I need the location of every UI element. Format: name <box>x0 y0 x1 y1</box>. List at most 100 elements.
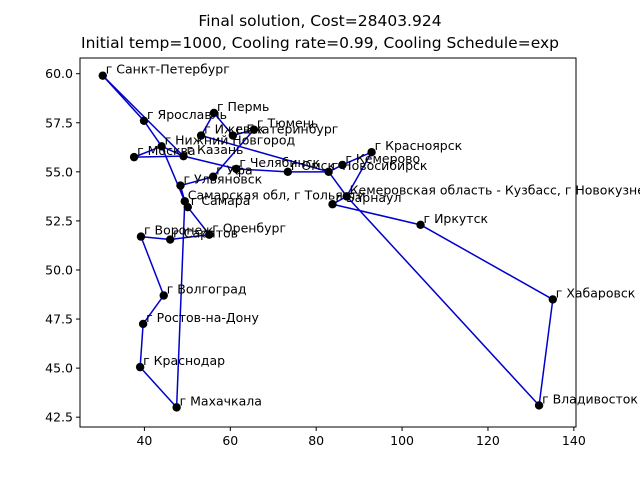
city-label: г Ярославль <box>147 107 227 122</box>
axes: 40 60 80 100 120 140 42.5 45.0 47.5 50.0 52.5 55.0 5… <box>45 57 586 448</box>
city-label: г Барнаул <box>336 190 402 205</box>
city-label: г Казань <box>186 142 243 157</box>
city-marker <box>324 167 333 177</box>
city-label: г Кемерово <box>345 151 420 166</box>
city-marker <box>208 172 218 181</box>
city-label: г Екатеринбург <box>236 122 338 137</box>
city-marker <box>196 131 206 140</box>
city-label: г Ростов-на-Дону <box>146 310 259 325</box>
x-tick-label: 120 <box>476 433 500 448</box>
city-marker <box>342 192 351 201</box>
route-segment <box>346 151 373 197</box>
y-tick-label: 45.0 <box>45 361 73 376</box>
city-marker <box>534 401 544 410</box>
city-label: г Санкт-Петербург <box>106 62 230 77</box>
x-tick-label: 60 <box>222 433 238 448</box>
route-segment <box>420 224 554 301</box>
city-label: г Красноярск <box>375 138 463 153</box>
city-marker <box>176 181 185 190</box>
city-marker <box>98 71 107 80</box>
route-segment <box>139 323 144 368</box>
city-marker <box>209 108 219 118</box>
city-label: г Ульяновск <box>183 172 262 187</box>
city-label: г Воронеж <box>144 223 213 238</box>
city-label: г Ижевск <box>204 122 265 137</box>
route-segment <box>332 203 421 226</box>
route-segment <box>140 236 165 296</box>
route-segment <box>346 195 540 406</box>
route-segment <box>187 206 210 236</box>
city-label: Кемеровская область - Кузбасс, г Новокуз… <box>350 182 640 197</box>
route-segment <box>200 112 215 136</box>
route-segment <box>213 112 234 137</box>
city-label: г Оренбург <box>212 221 286 236</box>
city-marker <box>135 362 145 372</box>
route-segment <box>102 75 185 157</box>
route-segment <box>143 120 163 147</box>
city-marker <box>129 152 139 162</box>
city-marker <box>159 291 168 300</box>
route-segment <box>342 151 372 166</box>
city-label: г Саратов <box>173 226 238 241</box>
city-marker <box>172 403 181 412</box>
y-tick-label: 42.5 <box>45 410 73 425</box>
y-tick-label: 57.5 <box>45 115 73 130</box>
y-tick-label: 55.0 <box>45 164 73 179</box>
city-label: г Самара <box>191 193 251 208</box>
y-tick-label: 47.5 <box>45 312 73 327</box>
city-marker <box>165 235 175 244</box>
route-segment <box>160 146 186 202</box>
route-segment <box>180 176 214 187</box>
x-tick-label: 100 <box>390 433 414 448</box>
city-label: г Уфа <box>216 163 253 178</box>
city-label: г Нижний Новгород <box>165 132 296 147</box>
route-segment <box>133 145 162 158</box>
route-segment <box>170 233 210 241</box>
city-marker <box>328 200 337 209</box>
route-segment <box>538 299 554 406</box>
city-label: г Владивосток <box>542 391 638 406</box>
city-label: г Москва <box>137 143 195 158</box>
x-tick-label: 140 <box>562 433 586 448</box>
y-tick-label: 50.0 <box>45 262 73 277</box>
city-marker <box>416 220 425 230</box>
route-segment <box>183 155 237 170</box>
x-tick-label: 40 <box>136 433 152 448</box>
route-segment <box>175 201 186 408</box>
route-segment <box>140 235 171 241</box>
city-markers <box>98 71 558 412</box>
city-label: г Махачкала <box>180 393 262 408</box>
city-marker <box>136 232 146 241</box>
city-label: г Пермь <box>217 99 269 114</box>
chart-subtitle: Initial temp=1000, Cooling rate=0.99, Co… <box>81 34 559 52</box>
route-segment <box>142 295 165 325</box>
city-marker <box>228 131 238 140</box>
city-marker <box>157 142 166 151</box>
city-label: г Тюмень <box>257 116 318 131</box>
chart-title: Final solution, Cost=28403.924 <box>198 12 442 30</box>
route-segment <box>200 134 329 173</box>
route-segment <box>212 129 255 178</box>
city-marker <box>338 160 347 170</box>
city-label: Самарская обл, г Тольятти <box>188 187 366 202</box>
x-tick-label: 80 <box>308 433 324 448</box>
city-marker <box>179 151 188 161</box>
city-label: г Иркутск <box>424 211 489 226</box>
city-marker <box>283 167 293 177</box>
route-segment <box>134 155 184 158</box>
axes-frame <box>79 57 577 428</box>
city-marker <box>139 116 149 126</box>
city-label: г Волгоград <box>167 281 247 296</box>
y-tick-label: 52.5 <box>45 213 73 228</box>
route-segment <box>139 366 178 408</box>
city-marker <box>249 125 259 134</box>
city-label: г Хабаровск <box>556 285 636 300</box>
city-marker <box>183 202 192 212</box>
city-label: г Челябинск <box>239 155 320 170</box>
city-label: г Омск <box>291 158 336 173</box>
city-label: г Краснодар <box>143 353 225 368</box>
city-marker <box>548 295 558 304</box>
